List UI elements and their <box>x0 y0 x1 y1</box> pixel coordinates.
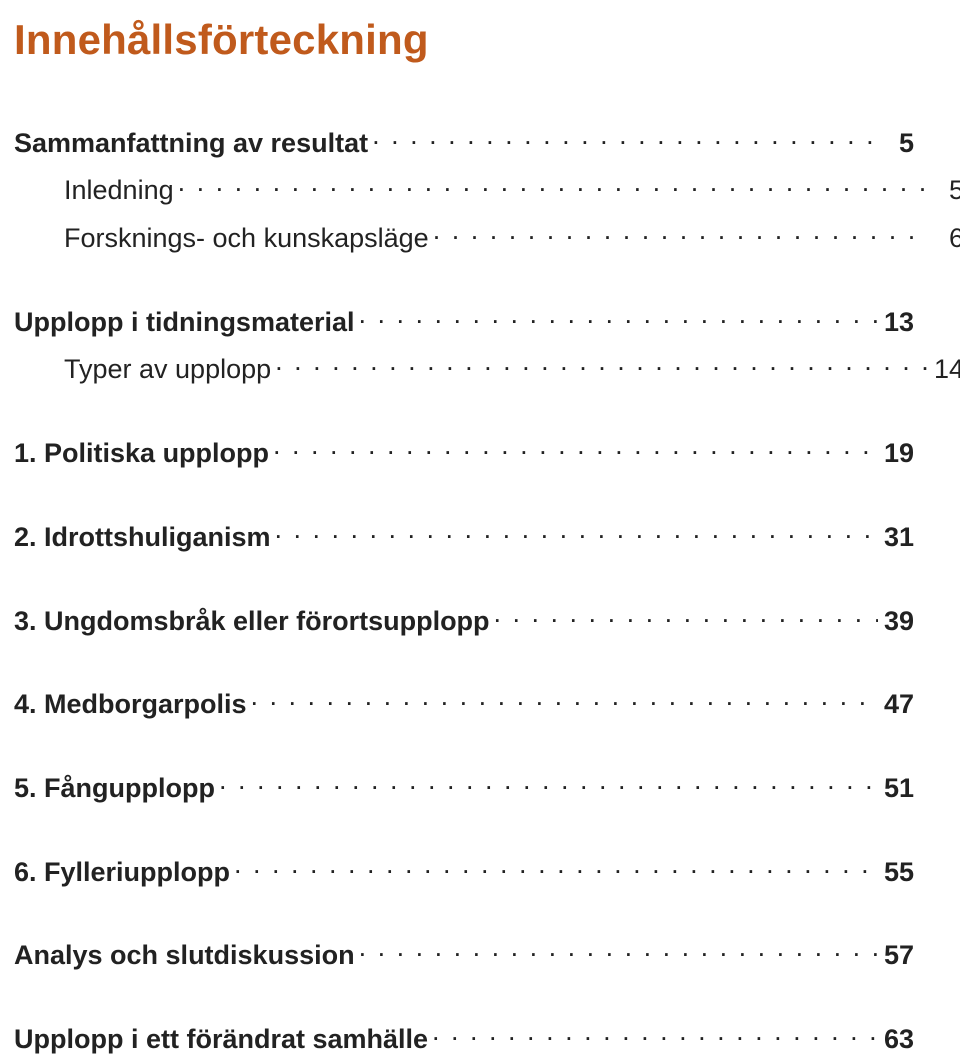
toc-page-number: 51 <box>882 771 914 805</box>
toc-page-number: 5 <box>882 126 914 160</box>
toc-leader <box>359 301 878 331</box>
toc-entry: 6. Fylleriupplopp 55 <box>14 851 914 889</box>
page: Innehållsförteckning Sammanfattning av r… <box>0 0 960 1006</box>
toc-leader <box>275 516 878 546</box>
toc-label: 1. Politiska upplopp <box>14 436 269 470</box>
toc-label: Typer av upplopp <box>64 352 271 386</box>
toc-entry: Analys och slutdiskussion 57 <box>14 935 914 973</box>
toc-leader <box>372 122 878 152</box>
toc-page-number: 19 <box>882 436 914 470</box>
toc-page-number: 47 <box>882 687 914 721</box>
toc-page-number: 31 <box>882 520 914 554</box>
toc-label: 6. Fylleriupplopp <box>14 855 230 889</box>
toc-entry: Inledning 5 <box>14 170 960 208</box>
toc-leader <box>275 349 928 379</box>
toc-leader <box>178 170 928 200</box>
toc-entry: 2. Idrottshuliganism 31 <box>14 516 914 554</box>
toc-page-number: 63 <box>882 1022 914 1056</box>
toc-page-number: 6 <box>932 221 960 255</box>
toc-label: Sammanfattning av resultat <box>14 126 368 160</box>
toc-entry: Upplopp i ett förändrat samhälle 63 <box>14 1018 914 1056</box>
toc-label: 2. Idrottshuliganism <box>14 520 271 554</box>
toc-entry: Forsknings- och kunskapsläge 6 <box>14 217 960 255</box>
toc-leader <box>273 432 878 462</box>
toc-page-number: 55 <box>882 855 914 889</box>
toc-page-number: 13 <box>882 305 914 339</box>
toc-entry: 5. Fångupplopp 51 <box>14 767 914 805</box>
toc-leader <box>234 851 878 881</box>
toc-leader <box>359 935 878 965</box>
toc-label: Upplopp i tidningsmaterial <box>14 305 355 339</box>
toc-label: Inledning <box>64 173 174 207</box>
toc-page-number: 5 <box>932 173 960 207</box>
table-of-contents: Sammanfattning av resultat 5 Inledning 5 For… <box>14 122 914 1056</box>
toc-page-number: 39 <box>882 604 914 638</box>
toc-entry: Typer av upplopp 14 <box>14 349 960 387</box>
toc-leader <box>494 600 878 630</box>
toc-label: 3. Ungdomsbråk eller förortsupplopp <box>14 604 490 638</box>
toc-page-number: 57 <box>882 938 914 972</box>
toc-entry: 4. Medborgarpolis 47 <box>14 684 914 722</box>
toc-leader <box>432 1018 878 1048</box>
toc-entry: Upplopp i tidningsmaterial 13 <box>14 301 914 339</box>
toc-leader <box>433 217 928 247</box>
toc-label: Analys och slutdiskussion <box>14 938 355 972</box>
page-title: Innehållsförteckning <box>14 16 914 64</box>
toc-entry: 1. Politiska upplopp 19 <box>14 432 914 470</box>
toc-label: 5. Fångupplopp <box>14 771 215 805</box>
toc-entry: Sammanfattning av resultat 5 <box>14 122 914 160</box>
toc-leader <box>251 684 878 714</box>
toc-label: 4. Medborgarpolis <box>14 687 247 721</box>
toc-entry: 3. Ungdomsbråk eller förortsupplopp 39 <box>14 600 914 638</box>
toc-label: Forsknings- och kunskapsläge <box>64 221 429 255</box>
toc-page-number: 14 <box>932 352 960 386</box>
toc-leader <box>219 767 878 797</box>
toc-label: Upplopp i ett förändrat samhälle <box>14 1022 428 1056</box>
